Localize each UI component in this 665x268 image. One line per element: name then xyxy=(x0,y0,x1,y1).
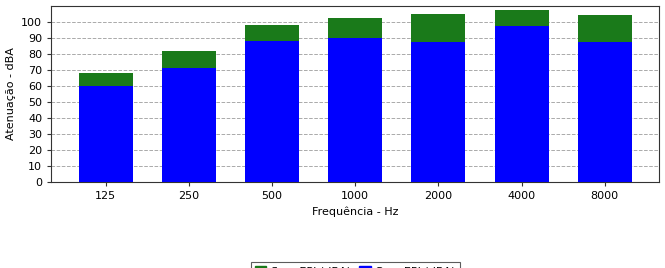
Bar xyxy=(245,25,299,41)
Bar xyxy=(412,43,465,182)
Bar xyxy=(578,43,632,182)
Legend: Sem EPI (dBA), Com EPI (dBA): Sem EPI (dBA), Com EPI (dBA) xyxy=(251,262,460,268)
Bar xyxy=(245,41,299,182)
Bar xyxy=(329,18,382,38)
Bar xyxy=(578,15,632,43)
Y-axis label: Atenuação - dBA: Atenuação - dBA xyxy=(5,47,15,140)
Bar xyxy=(412,14,465,43)
Bar xyxy=(329,38,382,182)
Bar xyxy=(495,10,549,27)
Bar xyxy=(78,86,133,182)
Bar xyxy=(495,27,549,182)
Bar xyxy=(162,68,216,182)
X-axis label: Frequência - Hz: Frequência - Hz xyxy=(312,207,398,217)
Bar xyxy=(78,73,133,86)
Bar xyxy=(162,51,216,68)
